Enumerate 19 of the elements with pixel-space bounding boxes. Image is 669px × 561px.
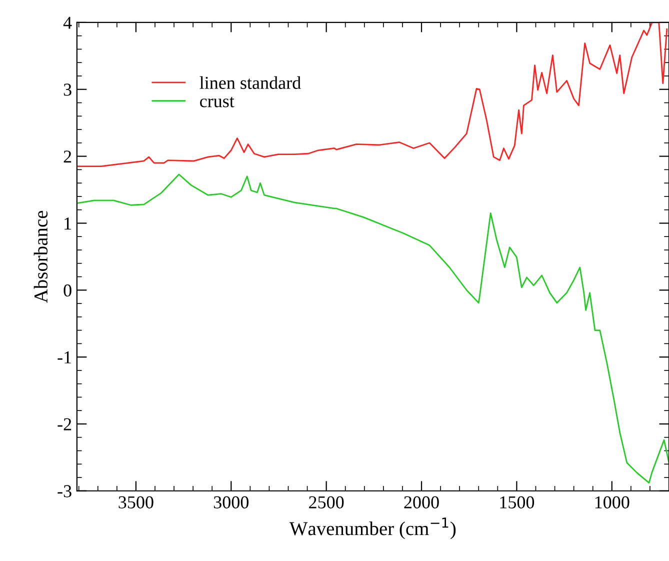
- x-tick-label: 2000: [404, 496, 439, 508]
- x-tick-label: 3000: [214, 496, 249, 508]
- x-tick-label: 3500: [118, 496, 154, 508]
- y-tick-label: -1: [58, 351, 71, 364]
- x-tick-label: 2500: [309, 496, 344, 508]
- legend-label: linen standard: [200, 76, 301, 89]
- y-tick-label: 2: [64, 150, 72, 163]
- y-tick-label: 0: [64, 284, 72, 297]
- x-tick-label: 1500: [500, 496, 534, 508]
- y-tick-label: -3: [58, 485, 72, 498]
- y-tick-label: 1: [64, 218, 71, 230]
- y-tick-label: -2: [58, 418, 72, 430]
- line-series: [77, 174, 669, 484]
- y-tick-label: 3: [64, 84, 72, 96]
- x-axis-title: Wavenumber (cm$^{−1}$): [289, 518, 456, 540]
- x-tick-label: 1000: [595, 496, 630, 508]
- legend-label: crust: [200, 96, 234, 108]
- y-tick-label: 4: [63, 16, 72, 29]
- y-axis-title: Absorbance: [34, 210, 48, 303]
